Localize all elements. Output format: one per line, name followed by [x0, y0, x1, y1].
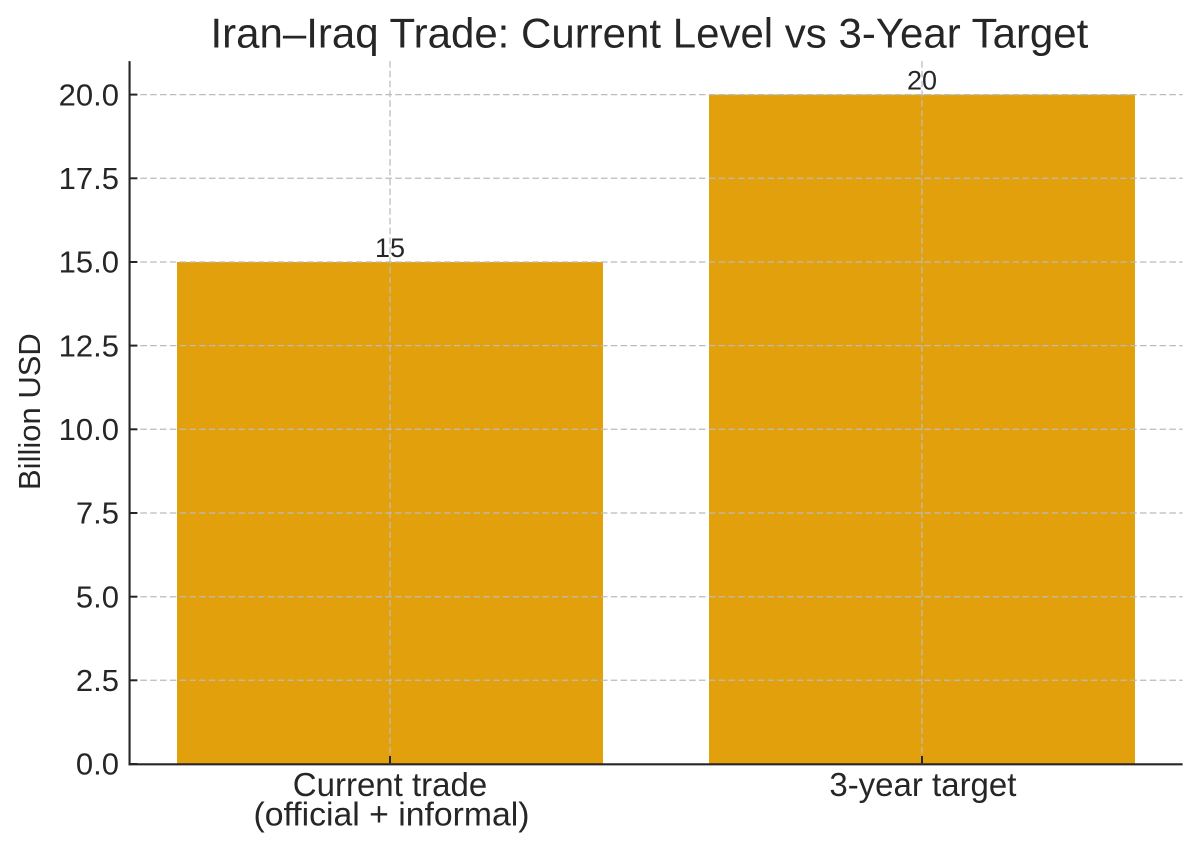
svg-text:5.0: 5.0 [76, 579, 119, 614]
svg-text:20: 20 [907, 66, 937, 96]
svg-text:12.5: 12.5 [59, 328, 119, 363]
svg-text:0.0: 0.0 [76, 747, 119, 782]
svg-text:Current trade: Current trade [293, 766, 487, 803]
svg-text:Billion USD: Billion USD [12, 333, 47, 490]
svg-text:17.5: 17.5 [59, 161, 119, 196]
svg-text:(official + informal): (official + informal) [254, 796, 530, 833]
svg-text:15: 15 [375, 233, 405, 263]
svg-text:20.0: 20.0 [59, 77, 119, 112]
svg-text:15.0: 15.0 [59, 245, 119, 280]
svg-text:2.5: 2.5 [76, 663, 119, 698]
svg-text:10.0: 10.0 [59, 412, 119, 447]
svg-text:Iran–Iraq Trade: Current Level: Iran–Iraq Trade: Current Level vs 3-Year… [211, 10, 1089, 57]
svg-text:3-year target: 3-year target [829, 766, 1016, 803]
svg-text:7.5: 7.5 [76, 496, 119, 531]
